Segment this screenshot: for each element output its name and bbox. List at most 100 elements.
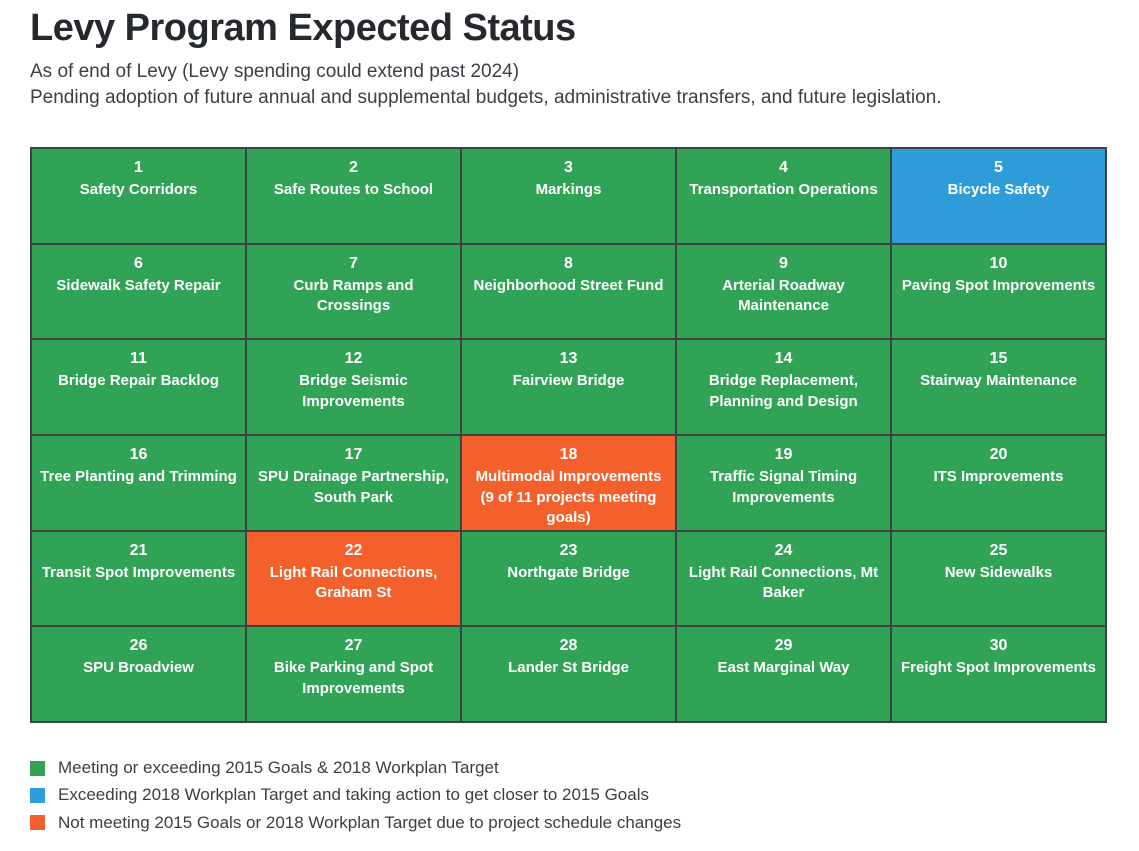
program-number: 18 bbox=[559, 445, 578, 463]
legend-label: Exceeding 2018 Workplan Target and takin… bbox=[58, 785, 649, 805]
legend-swatch-blue bbox=[30, 788, 45, 804]
program-number: 30 bbox=[989, 637, 1008, 655]
program-cell-10: 10 Paving Spot Improvements bbox=[892, 244, 1105, 339]
program-number: 15 bbox=[989, 350, 1008, 368]
program-name: Transportation Operations bbox=[689, 181, 878, 199]
program-number: 16 bbox=[129, 445, 148, 463]
program-cell-8: 8 Neighborhood Street Fund bbox=[462, 244, 675, 339]
program-name: Bridge Seismic Improvements bbox=[299, 372, 408, 411]
program-number: 27 bbox=[344, 637, 363, 655]
program-name: Multimodal Improvements (9 of 11 project… bbox=[475, 468, 662, 527]
program-cell-19: 19 Traffic Signal Timing Improvements bbox=[677, 435, 890, 530]
program-cell-9: 9 Arterial Roadway Maintenance bbox=[677, 244, 890, 339]
legend-label: Not meeting 2015 Goals or 2018 Workplan … bbox=[58, 812, 682, 832]
legend-item-blue: Exceeding 2018 Workplan Target and takin… bbox=[30, 785, 681, 805]
program-name: Arterial Roadway Maintenance bbox=[722, 276, 845, 315]
program-cell-26: 26 SPU Broadview bbox=[32, 627, 245, 721]
program-cell-18: 18 Multimodal Improvements (9 of 11 proje… bbox=[462, 435, 675, 530]
program-number: 29 bbox=[774, 637, 793, 655]
legend-swatch-green bbox=[30, 760, 45, 776]
program-cell-3: 3 Markings bbox=[462, 149, 675, 243]
program-name: Curb Ramps and Crossings bbox=[293, 276, 414, 315]
legend-label: Meeting or exceeding 2015 Goals & 2018 W… bbox=[58, 758, 499, 777]
program-cell-7: 7 Curb Ramps and Crossings bbox=[247, 244, 460, 339]
program-name: Bicycle Safety bbox=[947, 181, 1050, 199]
program-name: Markings bbox=[535, 181, 602, 199]
program-number: 12 bbox=[344, 350, 363, 368]
program-number: 26 bbox=[129, 637, 148, 655]
program-cell-28: 28 Lander St Bridge bbox=[462, 627, 675, 721]
program-name: Light Rail Connections, Graham St bbox=[269, 563, 438, 602]
program-cell-1: 1 Safety Corridors bbox=[32, 149, 245, 243]
program-name: SPU Drainage Partnership, South Park bbox=[258, 468, 449, 506]
program-name: Sidewalk Safety Repair bbox=[56, 276, 221, 294]
program-name: Paving Spot Improvements bbox=[901, 276, 1096, 294]
program-name: New Sidewalks bbox=[944, 563, 1053, 581]
program-name: Stairway Maintenance bbox=[920, 372, 1077, 390]
program-number: 2 bbox=[349, 159, 358, 176]
program-number: 28 bbox=[559, 637, 578, 655]
program-number: 24 bbox=[774, 541, 793, 559]
program-name: East Marginal Way bbox=[717, 659, 850, 677]
program-cell-12: 12 Bridge Seismic Improvements bbox=[247, 340, 460, 434]
report-header: Levy Program Expected Status As of end o… bbox=[30, 6, 1120, 111]
program-cell-27: 27 Bike Parking and Spot Improvements bbox=[247, 627, 460, 721]
program-number: 20 bbox=[989, 445, 1008, 463]
program-cell-23: 23 Northgate Bridge bbox=[462, 531, 675, 626]
program-name: Bridge Repair Backlog bbox=[58, 372, 219, 390]
program-name: Traffic Signal Timing Improvements bbox=[709, 468, 858, 506]
program-cell-24: 24 Light Rail Connections, Mt Baker bbox=[677, 531, 890, 626]
program-number: 23 bbox=[559, 541, 578, 559]
program-name: Light Rail Connections, Mt Baker bbox=[688, 563, 879, 602]
program-number: 14 bbox=[774, 350, 793, 368]
program-name: Lander St Bridge bbox=[508, 659, 629, 677]
program-name: ITS Improvements bbox=[933, 468, 1064, 486]
program-cell-25: 25 New Sidewalks bbox=[892, 531, 1105, 626]
program-cell-11: 11 Bridge Repair Backlog bbox=[32, 340, 245, 434]
program-number: 22 bbox=[344, 541, 363, 559]
subtitle-line-2: Pending adoption of future annual and su… bbox=[30, 86, 942, 108]
program-cell-2: 2 Safe Routes to School bbox=[247, 149, 460, 243]
program-cell-15: 15 Stairway Maintenance bbox=[892, 340, 1105, 434]
program-name: Bike Parking and Spot Improvements bbox=[273, 659, 434, 698]
program-name: Fairview Bridge bbox=[512, 372, 625, 390]
program-cell-29: 29 East Marginal Way bbox=[677, 627, 890, 721]
program-number: 13 bbox=[559, 350, 578, 368]
program-cell-4: 4 Transportation Operations bbox=[677, 149, 890, 243]
legend-item-green: Meeting or exceeding 2015 Goals & 2018 W… bbox=[30, 758, 681, 778]
program-name: Freight Spot Improvements bbox=[900, 659, 1097, 677]
program-cell-6: 6 Sidewalk Safety Repair bbox=[32, 244, 245, 339]
program-cell-14: 14 Bridge Replacement, Planning and Desig… bbox=[677, 340, 890, 434]
program-cell-22: 22 Light Rail Connections, Graham St bbox=[247, 531, 460, 626]
program-cell-5: 5 Bicycle Safety bbox=[892, 149, 1105, 243]
page-title: Levy Program Expected Status bbox=[30, 7, 576, 49]
program-number: 4 bbox=[779, 159, 788, 176]
program-cell-20: 20 ITS Improvements bbox=[892, 435, 1105, 530]
legend: Meeting or exceeding 2015 Goals & 2018 W… bbox=[30, 758, 681, 840]
program-name: Transit Spot Improvements bbox=[41, 563, 236, 581]
legend-item-orange: Not meeting 2015 Goals or 2018 Workplan … bbox=[30, 813, 681, 833]
program-number: 6 bbox=[134, 254, 143, 272]
program-number: 21 bbox=[129, 541, 148, 559]
program-cell-16: 16 Tree Planting and Trimming bbox=[32, 435, 245, 530]
program-number: 11 bbox=[130, 350, 147, 368]
program-name: Safe Routes to School bbox=[273, 181, 434, 199]
program-number: 19 bbox=[774, 445, 793, 463]
program-cell-17: 17 SPU Drainage Partnership, South Park bbox=[247, 435, 460, 530]
program-number: 5 bbox=[994, 159, 1003, 176]
program-number: 3 bbox=[564, 159, 573, 176]
program-name: Tree Planting and Trimming bbox=[40, 468, 237, 486]
program-name: Safety Corridors bbox=[79, 181, 198, 199]
program-number: 9 bbox=[779, 254, 788, 272]
program-number: 8 bbox=[564, 254, 573, 272]
program-name: SPU Broadview bbox=[83, 659, 194, 677]
program-cell-30: 30 Freight Spot Improvements bbox=[892, 627, 1105, 721]
program-name: Northgate Bridge bbox=[507, 563, 630, 581]
program-number: 7 bbox=[349, 254, 358, 272]
program-number: 10 bbox=[989, 254, 1008, 272]
subtitle-line-1: As of end of Levy (Levy spending could e… bbox=[30, 60, 520, 82]
program-cell-21: 21 Transit Spot Improvements bbox=[32, 531, 245, 626]
status-grid: 1 Safety Corridors 2 Safe Routes to School 3… bbox=[30, 147, 1107, 723]
program-name: Bridge Replacement, Planning and Design bbox=[708, 372, 859, 411]
program-number: 1 bbox=[134, 159, 143, 176]
